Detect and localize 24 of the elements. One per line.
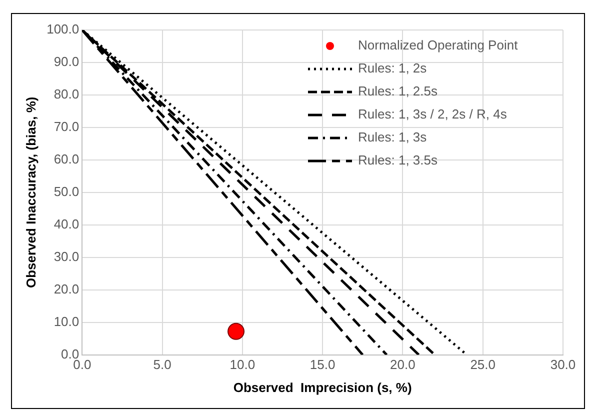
y-tick-label: 50.0 xyxy=(54,184,80,199)
legend-label: Rules: 1, 2.5s xyxy=(358,84,438,99)
legend-label: Rules: 1, 3s xyxy=(358,130,428,145)
y-tick-label: 60.0 xyxy=(54,152,80,166)
y-axis-title: Observed Inaccuracy, (bias, %) xyxy=(23,96,38,288)
legend-label: Rules: 1, 3s / 2, 2s / R, 4s xyxy=(358,106,508,122)
x-tick-label: 10.0 xyxy=(230,357,256,372)
y-tick-label: 30.0 xyxy=(54,248,80,264)
x-tick-label: 20.0 xyxy=(390,357,416,372)
y-tick-label: 100.0 xyxy=(46,22,80,37)
legend-label: Rules: 1, 2s xyxy=(358,60,428,76)
legend-label: Rules: 1, 3.5s xyxy=(358,152,438,168)
y-tick-label: 40.0 xyxy=(54,216,80,232)
y-tick-label: 80.0 xyxy=(54,86,80,102)
x-tick-label: 15.0 xyxy=(310,357,336,372)
x-axis-title: Observed Imprecision (s, %) xyxy=(233,380,412,395)
x-tick-label: 5.0 xyxy=(153,357,172,372)
x-tick-label: 30.0 xyxy=(550,357,576,372)
y-tick-label: 70.0 xyxy=(54,119,80,134)
y-tick-label: 90.0 xyxy=(54,54,80,70)
x-tick-label: 25.0 xyxy=(470,357,496,372)
y-tick-label: 20.0 xyxy=(54,281,80,296)
y-tick-label: 10.0 xyxy=(54,314,80,329)
legend-label: Normalized Operating Point xyxy=(358,38,518,53)
